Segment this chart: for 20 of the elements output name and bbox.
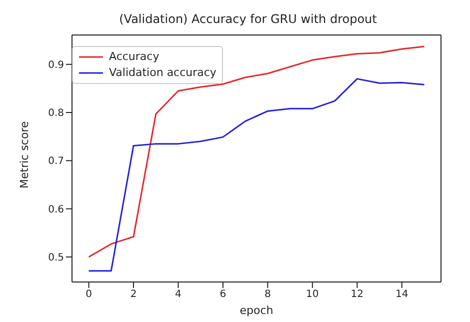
- y-tick-label: 0.6: [48, 204, 64, 216]
- line-series: [88, 78, 425, 272]
- y-tick-label: 0.8: [48, 108, 64, 120]
- x-tick-label: 8: [264, 289, 271, 300]
- x-axis-title: epoch: [240, 304, 274, 317]
- x-tick-label: 0: [86, 289, 92, 300]
- legend-label: Accuracy: [109, 49, 160, 65]
- y-tick-label: 0.5: [48, 252, 64, 264]
- y-axis-title: Metric score: [18, 121, 31, 188]
- x-tick-label: 12: [350, 289, 364, 300]
- x-tick-label: 6: [220, 289, 226, 300]
- x-tick-label: 4: [175, 289, 182, 300]
- y-tick-label: 0.9: [48, 60, 64, 71]
- x-tick-label: 10: [306, 289, 319, 300]
- x-tick-label: 2: [130, 289, 137, 300]
- y-tick-label: 0.7: [48, 156, 64, 168]
- legend-label: Validation accuracy: [109, 65, 216, 81]
- x-tick-label: 14: [395, 289, 408, 300]
- line-series: [88, 46, 425, 258]
- chart-title: (Validation) Accuracy for GRU with dropout: [118, 12, 378, 26]
